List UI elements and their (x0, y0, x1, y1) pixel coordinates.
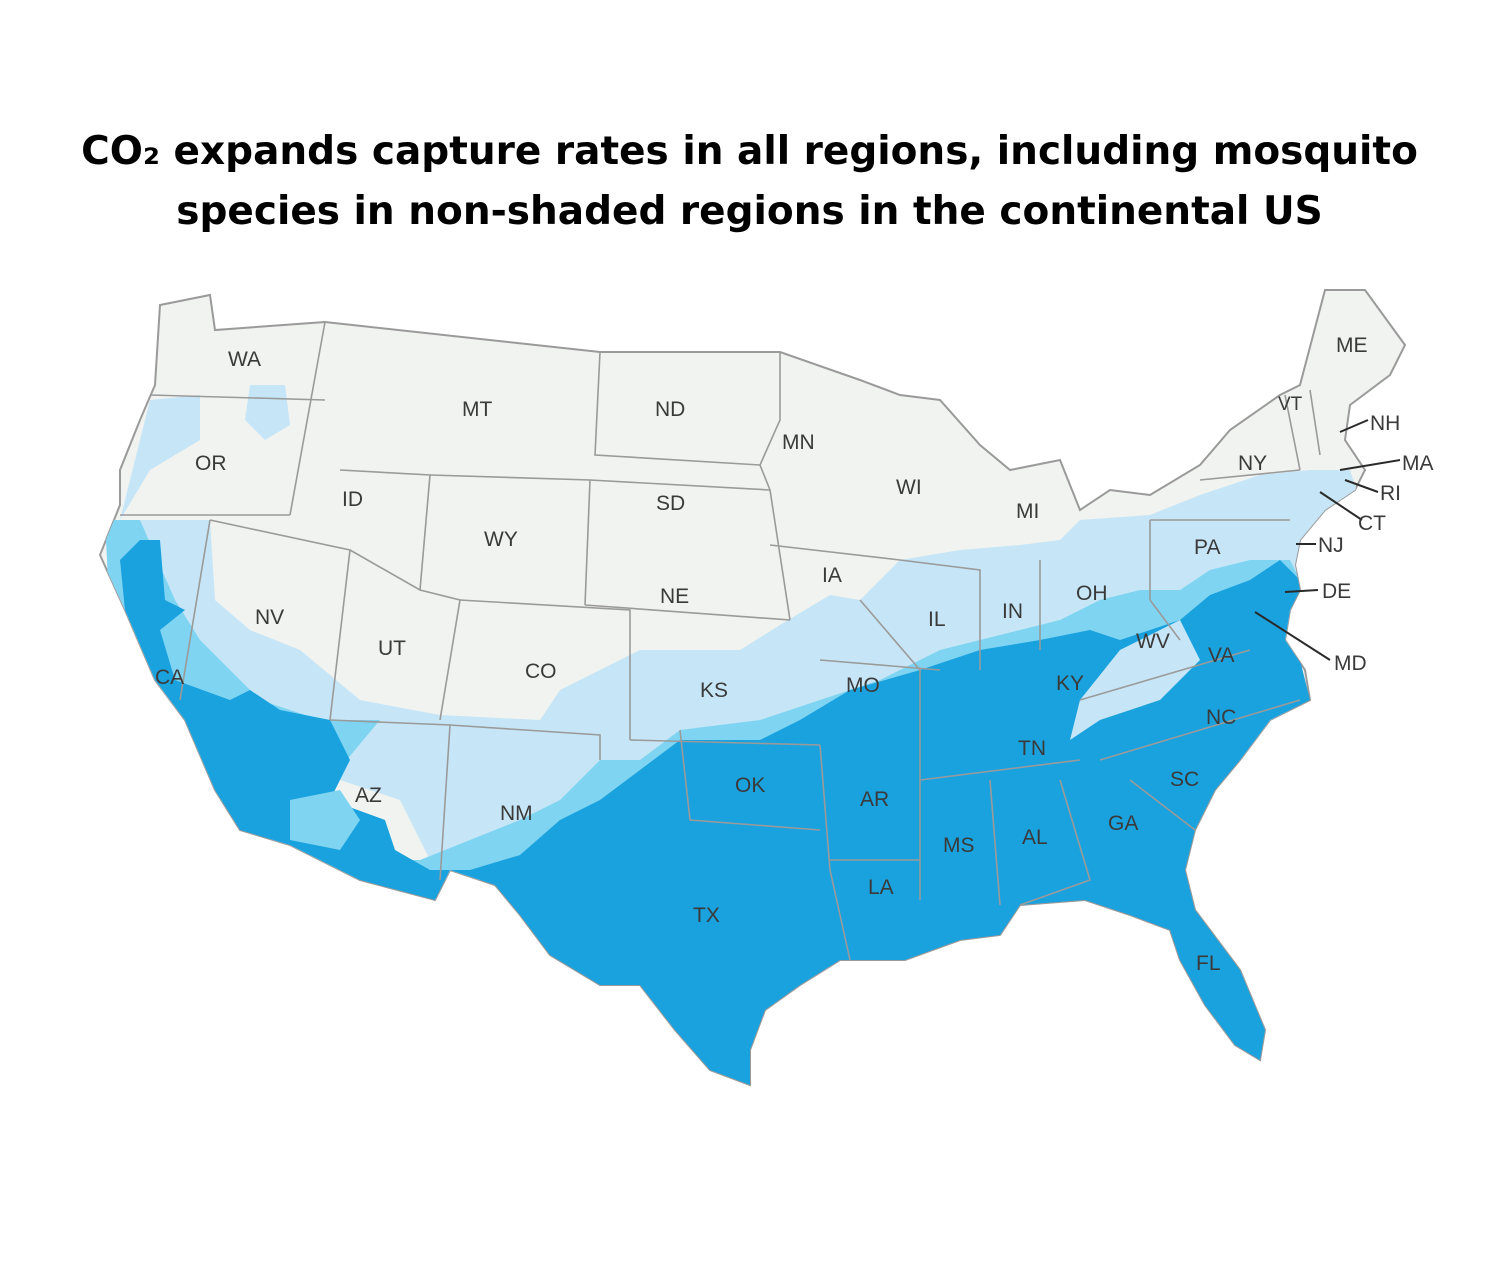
medium-shade-patch-az (290, 790, 360, 850)
light-shade-patch-wv (1070, 620, 1200, 740)
state-label-oh: OH (1076, 582, 1108, 605)
state-label-mn: MN (782, 431, 815, 454)
state-label-wi: WI (896, 476, 922, 499)
state-label-pa: PA (1194, 536, 1220, 559)
state-label-nj: NJ (1318, 534, 1344, 557)
state-label-ne: NE (660, 585, 689, 608)
state-label-tx: TX (693, 904, 720, 927)
state-label-wv: WV (1136, 630, 1170, 653)
state-label-il: IL (928, 608, 946, 631)
state-labels: WA OR CA ID NV UT AZ MT WY CO NM ND SD N… (155, 334, 1434, 975)
state-label-az: AZ (355, 784, 382, 807)
title-line-2: species in non-shaded regions in the con… (176, 189, 1323, 234)
state-label-nc: NC (1206, 706, 1236, 729)
state-label-nm: NM (500, 802, 533, 825)
state-label-va: VA (1208, 644, 1234, 667)
state-borders (120, 321, 1321, 961)
state-label-ct: CT (1358, 512, 1386, 535)
state-label-ia: IA (822, 564, 842, 587)
state-label-ga: GA (1108, 812, 1138, 835)
state-label-ca: CA (155, 666, 184, 689)
state-label-id: ID (342, 488, 363, 511)
state-label-mo: MO (846, 674, 880, 697)
state-label-tn: TN (1018, 737, 1046, 760)
state-label-vt: VT (1278, 394, 1303, 415)
state-label-la: LA (868, 876, 894, 899)
state-label-ok: OK (735, 774, 765, 797)
state-label-wa: WA (228, 348, 261, 371)
state-label-ky: KY (1056, 672, 1084, 695)
state-label-mi: MI (1016, 500, 1039, 523)
state-label-ar: AR (860, 788, 889, 811)
state-label-ma: MA (1402, 452, 1434, 475)
state-label-nh: NH (1370, 412, 1400, 435)
state-label-ny: NY (1238, 452, 1267, 475)
state-label-co: CO (525, 660, 557, 683)
state-label-in: IN (1002, 600, 1023, 623)
state-label-nv: NV (255, 606, 284, 629)
state-label-nd: ND (655, 398, 685, 421)
state-label-sc: SC (1170, 768, 1199, 791)
state-label-al: AL (1022, 826, 1048, 849)
state-label-wy: WY (484, 528, 518, 551)
state-label-or: OR (195, 452, 227, 475)
state-label-mt: MT (462, 398, 492, 421)
state-label-de: DE (1322, 580, 1351, 603)
state-label-ms: MS (943, 834, 975, 857)
state-label-fl: FL (1196, 952, 1221, 975)
dark-shade-zone (120, 540, 1310, 1085)
state-label-ut: UT (378, 637, 406, 660)
state-label-md: MD (1334, 652, 1367, 675)
map-title: CO₂ expands capture rates in all regions… (0, 122, 1499, 242)
state-label-me: ME (1336, 334, 1368, 357)
state-label-sd: SD (656, 492, 685, 515)
state-label-ks: KS (700, 679, 728, 702)
callout-lines (1254, 419, 1401, 661)
state-label-ri: RI (1380, 482, 1401, 505)
title-line-1: CO₂ expands capture rates in all regions… (81, 129, 1418, 174)
